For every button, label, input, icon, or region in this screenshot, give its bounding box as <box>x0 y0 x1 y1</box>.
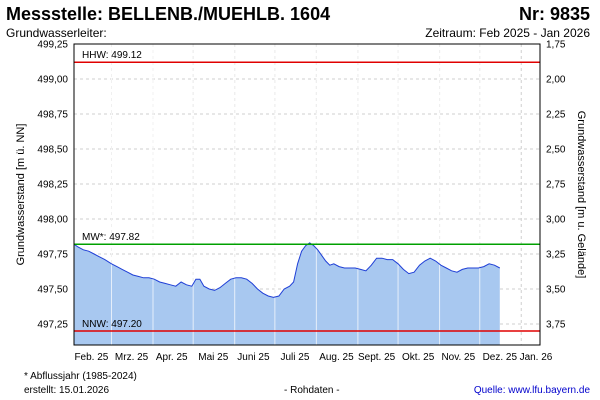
x-tick-label: Mai 25 <box>198 352 228 363</box>
created-date: erstellt: 15.01.2026 <box>24 385 110 396</box>
series-area <box>74 242 500 345</box>
x-tick-label: Feb. 25 <box>74 352 108 363</box>
x-tick-label: Okt. 25 <box>402 352 435 363</box>
y-tick-label: 498,00 <box>37 215 68 226</box>
y2-tick-label: 2,75 <box>546 180 566 191</box>
x-tick-label: Jan. 26 <box>520 352 553 363</box>
source-link[interactable]: Quelle: www.lfu.bayern.de <box>473 385 590 396</box>
y-axis-title: Grundwasserstand [m ü. NN] <box>15 124 27 266</box>
y2-tick-label: 3,25 <box>546 250 566 261</box>
footnote: * Abflussjahr (1985-2024) <box>24 371 137 382</box>
station-number: Nr: 9835 <box>518 4 590 24</box>
reference-line-label: NNW: 497.20 <box>82 319 142 330</box>
reference-line-label: MW*: 497.82 <box>82 232 140 243</box>
y-tick-label: 498,50 <box>37 145 68 156</box>
y-tick-label: 499,00 <box>37 75 68 86</box>
page-title: Messstelle: BELLENB./MUEHLB. 1604 <box>6 4 331 24</box>
y-tick-label: 498,75 <box>37 110 68 121</box>
x-tick-label: Nov. 25 <box>441 352 475 363</box>
x-tick-label: Sept. 25 <box>358 352 396 363</box>
x-tick-label: Apr. 25 <box>156 352 188 363</box>
x-tick-label: Dez. 25 <box>483 352 518 363</box>
y-tick-label: 497,50 <box>37 285 68 296</box>
period-label: Zeitraum: Feb 2025 - Jan 2026 <box>425 26 590 40</box>
y2-tick-label: 3,00 <box>546 215 566 226</box>
reference-line-label: HHW: 499.12 <box>82 50 142 61</box>
rawdata-note: - Rohdaten - <box>284 385 340 396</box>
y2-tick-label: 3,75 <box>546 320 566 331</box>
y2-tick-label: 1,75 <box>546 40 566 51</box>
y2-tick-label: 2,50 <box>546 145 566 156</box>
x-tick-label: Juli 25 <box>280 352 309 363</box>
y2-tick-label: 3,50 <box>546 285 566 296</box>
y-tick-label: 497,25 <box>37 320 68 331</box>
x-tick-label: Mrz. 25 <box>115 352 149 363</box>
x-tick-label: Aug. 25 <box>319 352 354 363</box>
y-tick-label: 499,25 <box>37 40 68 51</box>
y2-axis-title: Grundwasserstand [m u. Gelände] <box>575 111 587 279</box>
x-tick-label: Juni 25 <box>237 352 270 363</box>
series-line <box>73 242 501 298</box>
y-tick-label: 498,25 <box>37 180 68 191</box>
y2-tick-label: 2,25 <box>546 110 566 121</box>
plot-frame <box>73 43 541 346</box>
y-tick-label: 497,75 <box>37 250 68 261</box>
y2-tick-label: 2,00 <box>546 75 566 86</box>
aquifer-label: Grundwasserleiter: <box>6 26 107 40</box>
